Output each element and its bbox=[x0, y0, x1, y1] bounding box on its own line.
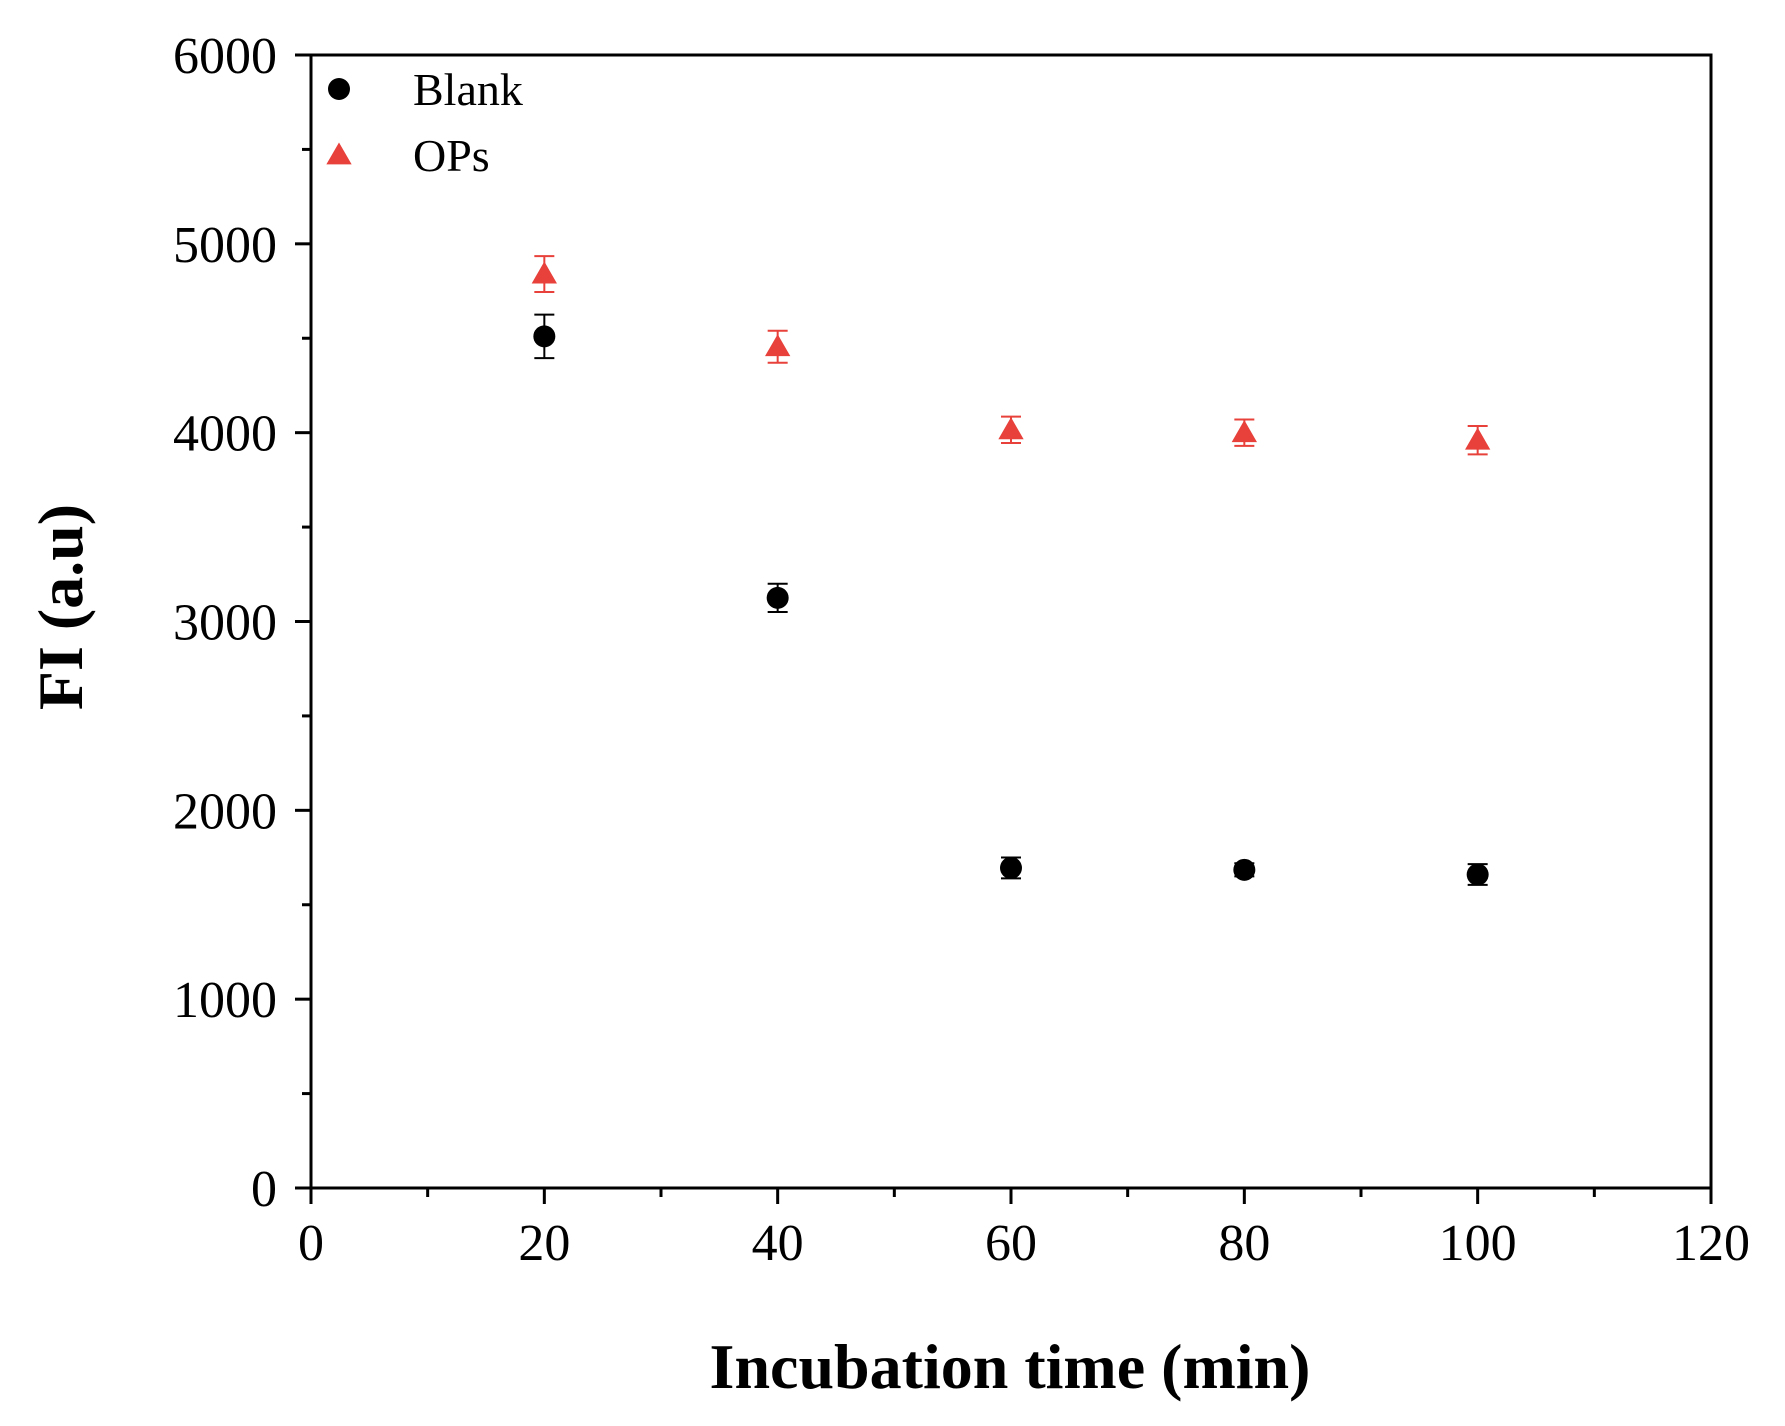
ops-point bbox=[765, 334, 791, 357]
blank-point bbox=[766, 586, 789, 609]
blank-point bbox=[1466, 863, 1489, 886]
x-tick-label: 100 bbox=[1439, 1215, 1517, 1272]
legend-blank-label: Blank bbox=[413, 64, 523, 115]
y-tick-label: 1000 bbox=[173, 972, 277, 1029]
blank-point bbox=[533, 325, 556, 348]
x-tick-label: 60 bbox=[985, 1215, 1037, 1272]
x-tick-label: 40 bbox=[752, 1215, 804, 1272]
y-tick-label: 4000 bbox=[173, 406, 277, 463]
x-tick-label: 20 bbox=[518, 1215, 570, 1272]
blank-point bbox=[1233, 858, 1256, 881]
y-tick-label: 6000 bbox=[173, 28, 277, 85]
legend-ops-label: OPs bbox=[413, 130, 490, 181]
y-axis-title: FI (a.u) bbox=[25, 504, 96, 710]
x-tick-label: 80 bbox=[1218, 1215, 1270, 1272]
x-tick-label: 120 bbox=[1672, 1215, 1750, 1272]
ops-point bbox=[1231, 420, 1257, 443]
x-axis-title: Incubation time (min) bbox=[710, 1331, 1311, 1402]
ops-point bbox=[998, 417, 1024, 440]
plot-frame bbox=[309, 53, 1713, 1190]
y-tick-label: 3000 bbox=[173, 595, 277, 652]
ops-point bbox=[1465, 427, 1491, 450]
y-tick-label: 0 bbox=[251, 1161, 277, 1218]
x-tick-label: 0 bbox=[298, 1215, 324, 1272]
legend-blank-marker bbox=[328, 78, 350, 100]
blank-point bbox=[1000, 856, 1022, 879]
y-tick-label: 2000 bbox=[173, 783, 277, 840]
legend-ops-marker bbox=[326, 142, 352, 165]
ops-point bbox=[531, 261, 557, 284]
y-tick-label: 5000 bbox=[173, 217, 277, 274]
